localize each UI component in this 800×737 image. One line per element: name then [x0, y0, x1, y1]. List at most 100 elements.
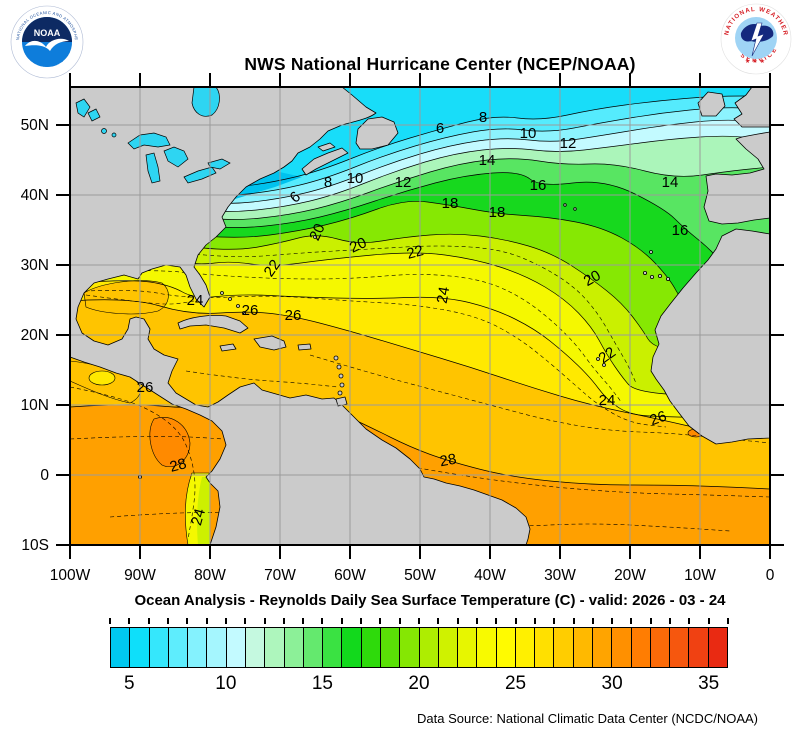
- noaa-gull-icon: [25, 38, 69, 51]
- isotherm-contour: [69, 158, 771, 220]
- noaa-logo: NATIONAL OCEANIC AND ATMOSPHERIC ADMINIS…: [10, 5, 84, 79]
- noaa-emblem-sky: [22, 17, 72, 42]
- bahamas-islet: [236, 304, 240, 308]
- antilles-islet: [338, 373, 344, 379]
- colorbar-cell: [553, 628, 573, 667]
- lake-manitoba: [87, 108, 101, 122]
- colorbar: 5 10 15 20 25 30 35: [109, 618, 729, 694]
- trinidad-island: [335, 396, 348, 407]
- colorbar-tick: [282, 618, 285, 624]
- colorbar-tick-label: 30: [601, 673, 623, 694]
- isotherm-label: 22: [261, 257, 284, 280]
- colorbar-cell: [649, 628, 670, 667]
- colorbar-cell: [225, 628, 245, 667]
- colorbar-cell: [437, 628, 458, 667]
- lat-tick-label: 30N: [21, 257, 49, 274]
- nws-stars-icon: ★★★: [745, 58, 767, 65]
- intermediate-isotherm: [69, 290, 667, 428]
- lake-superior: [127, 132, 171, 150]
- subtitle: Ocean Analysis - Reynolds Daily Sea Surf…: [134, 592, 726, 609]
- colorbar-cell: [111, 628, 130, 667]
- isotherm-label: 26: [137, 379, 154, 396]
- colorbar-cell: [630, 628, 650, 667]
- colorbar-cell: [418, 628, 438, 667]
- isotherm-label: 24: [599, 392, 616, 409]
- isotherm-label: 24: [434, 285, 454, 304]
- colorbar-cell: [264, 628, 284, 667]
- colorbar-tick: [611, 618, 614, 624]
- colorbar-tick: [379, 618, 382, 624]
- cape-verde-islet: [596, 357, 600, 361]
- intermediate-isotherm: [69, 245, 637, 384]
- sst-band-fill: [70, 96, 770, 196]
- bermuda-islet: [313, 235, 317, 239]
- isotherm-label: 18: [442, 195, 459, 212]
- colorbar-tick: [533, 618, 536, 624]
- colorbar-tick: [263, 618, 266, 624]
- colorbar-tick-label: 35: [698, 673, 720, 694]
- james-bay: [191, 86, 220, 117]
- colorbar-cell: [457, 628, 477, 667]
- azores-islet: [573, 207, 577, 211]
- colorbar-tick-label: 5: [124, 673, 135, 694]
- colorbar-cell: [302, 628, 323, 667]
- colorbar-cells: [110, 627, 728, 668]
- peru-coastal-strip: [197, 477, 210, 545]
- colorbar-cell: [669, 628, 689, 667]
- colorbar-tick: [649, 618, 652, 624]
- isotherm-label: 20: [581, 267, 604, 290]
- colorbar-tick-label: 20: [408, 673, 430, 694]
- pacific-warm-pool: [149, 417, 191, 467]
- colorbar-tick: [186, 618, 189, 624]
- lat-tick-label: 50N: [21, 117, 49, 134]
- azores-islet: [563, 203, 567, 207]
- lat-tick-label: 40N: [21, 187, 49, 204]
- noaa-emblem-word: NOAA: [34, 28, 61, 38]
- colorbar-tick: [244, 618, 247, 624]
- lon-tick-label: 60W: [334, 567, 366, 584]
- isotherm-label: 28: [438, 451, 457, 471]
- colorbar-tick: [321, 618, 324, 624]
- isotherm-label: 12: [395, 174, 412, 191]
- prince-edward-island: [317, 142, 336, 152]
- antilles-islet: [333, 355, 339, 361]
- isotherm-label: 12: [560, 135, 577, 152]
- cape-verde-islet: [602, 363, 606, 367]
- colorbar-cell: [322, 628, 342, 667]
- canary-islet: [658, 273, 663, 278]
- lon-tick-label: 100W: [50, 567, 91, 584]
- colorbar-tick: [630, 618, 633, 624]
- colorbar-cell: [187, 628, 207, 667]
- americas-landmass: [69, 86, 531, 546]
- intermediate-isotherm: [85, 294, 195, 305]
- colorbar-tick-label: 10: [215, 673, 237, 694]
- iberia-france-landmass: [703, 131, 771, 225]
- hispaniola-island: [253, 335, 287, 351]
- colorbar-tick: [572, 618, 575, 624]
- isotherm-label: 10: [520, 125, 537, 142]
- nws-logo: NATIONAL WEATHER SERVICE ★★★: [720, 3, 792, 75]
- lon-tick-label: 10W: [684, 567, 716, 584]
- isotherm-label: 20: [306, 221, 328, 243]
- colorbar-tick: [147, 618, 150, 624]
- isotherm-label: 22: [405, 242, 426, 263]
- isotherm-label: 8: [479, 109, 487, 126]
- axis-ticks: [56, 73, 784, 559]
- antilles-islet: [336, 364, 342, 370]
- intermediate-isotherm: [69, 270, 623, 404]
- colorbar-tick: [475, 618, 478, 624]
- bahamas-islet: [242, 311, 246, 315]
- lake-huron: [163, 146, 189, 168]
- isotherm-label: 26: [285, 307, 302, 324]
- lon-tick-label: 20W: [614, 567, 646, 584]
- colorbar-tick: [224, 618, 227, 624]
- colorbar-tick: [166, 618, 169, 624]
- colorbar-tick: [437, 618, 440, 624]
- colorbar-tick: [727, 618, 729, 624]
- colorbar-cell: [341, 628, 361, 667]
- colorbar-tick: [456, 618, 459, 624]
- isotherm-label: 14: [662, 174, 679, 191]
- gulf-warm-eddy: [83, 280, 169, 315]
- ireland: [697, 91, 726, 117]
